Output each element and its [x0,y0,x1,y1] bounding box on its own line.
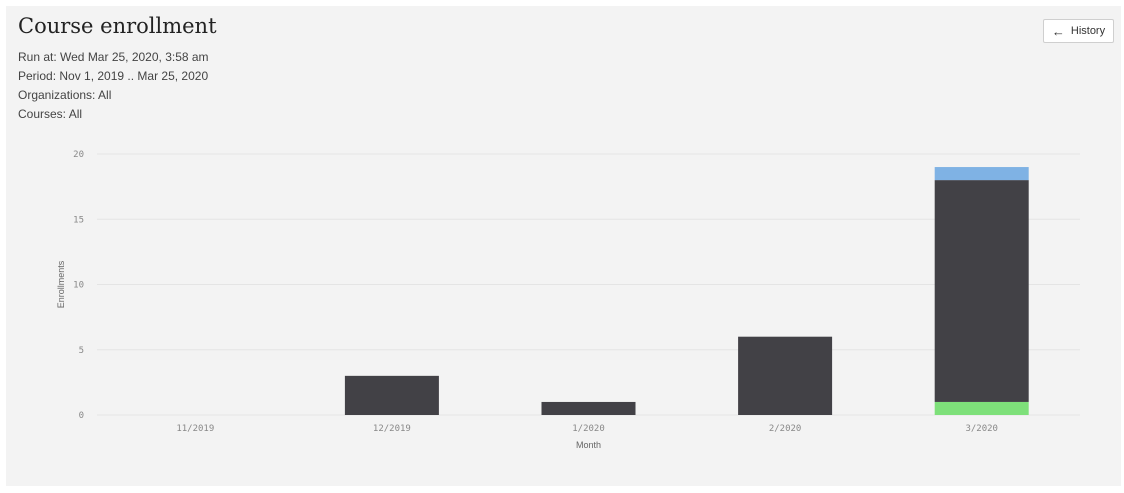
x-tick-label: 1/2020 [572,424,605,434]
x-tick-label: 12/2019 [373,424,411,434]
report-meta: Run at: Wed Mar 25, 2020, 3:58 am Period… [18,48,209,124]
x-tick-label: 11/2019 [176,424,214,434]
history-button-label: History [1070,25,1106,37]
arrow-left-icon: ← [1051,23,1065,39]
y-axis-title: Enrollments [56,260,66,308]
courses-text: Courses: All [18,107,83,121]
x-axis-title: Month [576,440,601,450]
bar-segment [934,401,1029,415]
bar-segment [934,167,1029,181]
history-button[interactable]: ← History [1043,19,1114,43]
page-title: Course enrollment [18,14,217,38]
bar-segment [738,336,833,415]
x-tick-label: 2/2020 [769,424,802,434]
y-tick-label: 0 [79,411,84,421]
organizations-text: Organizations: All [18,88,112,102]
run-at-text: Run at: Wed Mar 25, 2020, 3:58 am [18,50,209,64]
y-tick-label: 5 [79,346,84,356]
x-tick-label: 3/2020 [965,424,998,434]
period-text: Period: Nov 1, 2019 .. Mar 25, 2020 [18,69,209,83]
bar-segment [344,375,439,415]
y-tick-label: 20 [73,150,84,160]
bar-segment [934,180,1029,402]
y-tick-label: 15 [73,215,84,225]
bar-segment [541,401,636,415]
y-tick-label: 10 [73,281,84,291]
